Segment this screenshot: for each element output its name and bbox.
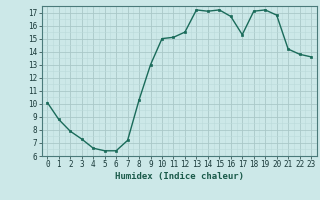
- X-axis label: Humidex (Indice chaleur): Humidex (Indice chaleur): [115, 172, 244, 181]
